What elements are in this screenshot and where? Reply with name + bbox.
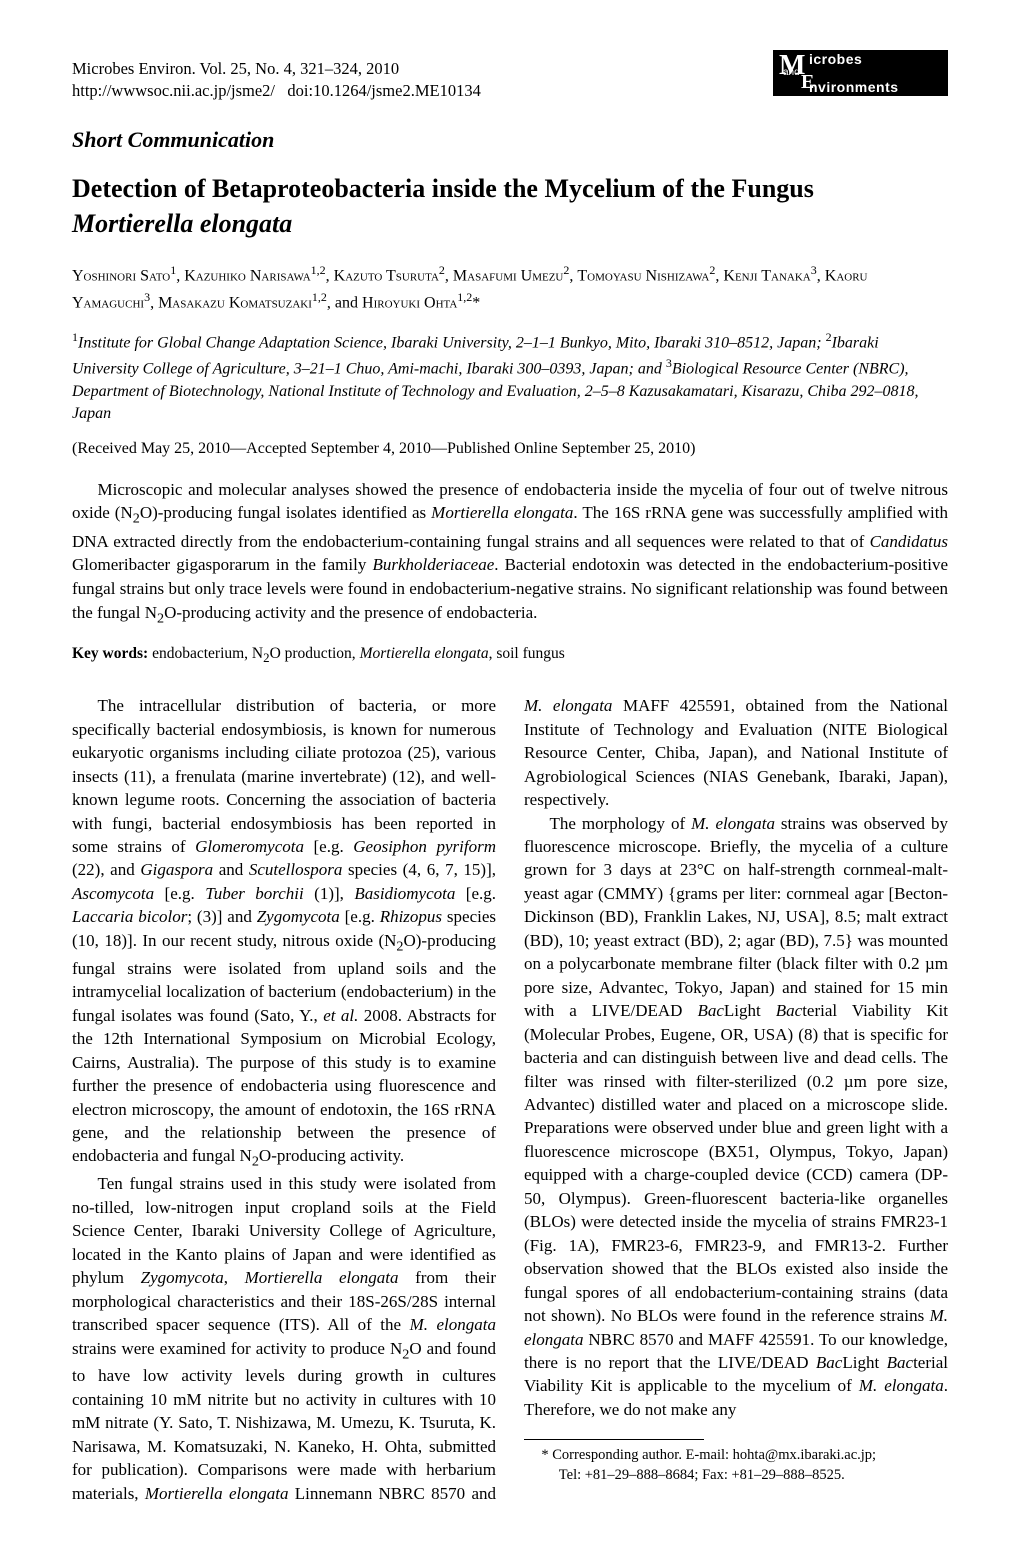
body-paragraph-1: The intracellular distribution of bacter… — [72, 694, 496, 1172]
journal-url: http://wwwsoc.nii.ac.jp/jsme2/ — [72, 81, 275, 100]
journal-logo: M E icrobes and nvironments — [773, 50, 948, 96]
authors-list: Yoshinori Sato1, Kazuhiko Narisawa1,2, K… — [72, 261, 948, 316]
page: M E icrobes and nvironments Microbes Env… — [0, 0, 1020, 1545]
publication-dates: (Received May 25, 2010—Accepted Septembe… — [72, 440, 948, 458]
abstract: Microscopic and molecular analyses showe… — [72, 478, 948, 630]
body-columns: The intracellular distribution of bacter… — [72, 694, 948, 1505]
logo-letter-e: E — [801, 72, 814, 92]
logo-text-microbes: icrobes — [809, 52, 948, 66]
keywords-label: Key words: — [72, 645, 148, 662]
footnote-rule — [524, 1439, 704, 1440]
keywords: Key words: endobacterium, N2O production… — [72, 645, 948, 666]
section-heading: Short Communication — [72, 127, 948, 153]
footnote-line-1: * Corresponding author. E-mail: hohta@mx… — [541, 1447, 876, 1463]
body-paragraph-3: The morphology of M. elongata strains wa… — [524, 812, 948, 1422]
affiliations: 1Institute for Global Change Adaptation … — [72, 329, 948, 425]
affil-1: Institute for Global Change Adaptation S… — [78, 335, 826, 352]
title-line-2-species: Mortierella elongata — [72, 209, 292, 238]
corresponding-author-footnote: * Corresponding author. E-mail: hohta@mx… — [524, 1446, 948, 1485]
footnote-block: * Corresponding author. E-mail: hohta@mx… — [524, 1439, 948, 1485]
logo-text-environments: nvironments — [809, 80, 948, 94]
article-title: Detection of Betaproteobacteria inside t… — [72, 171, 948, 241]
title-line-1: Detection of Betaproteobacteria inside t… — [72, 174, 814, 203]
footnote-line-2: Tel: +81–29–888–8684; Fax: +81–29–888–85… — [524, 1466, 948, 1486]
journal-doi: doi:10.1264/jsme2.ME10134 — [287, 81, 480, 100]
keywords-text: endobacterium, N2O production, Mortierel… — [148, 645, 565, 662]
